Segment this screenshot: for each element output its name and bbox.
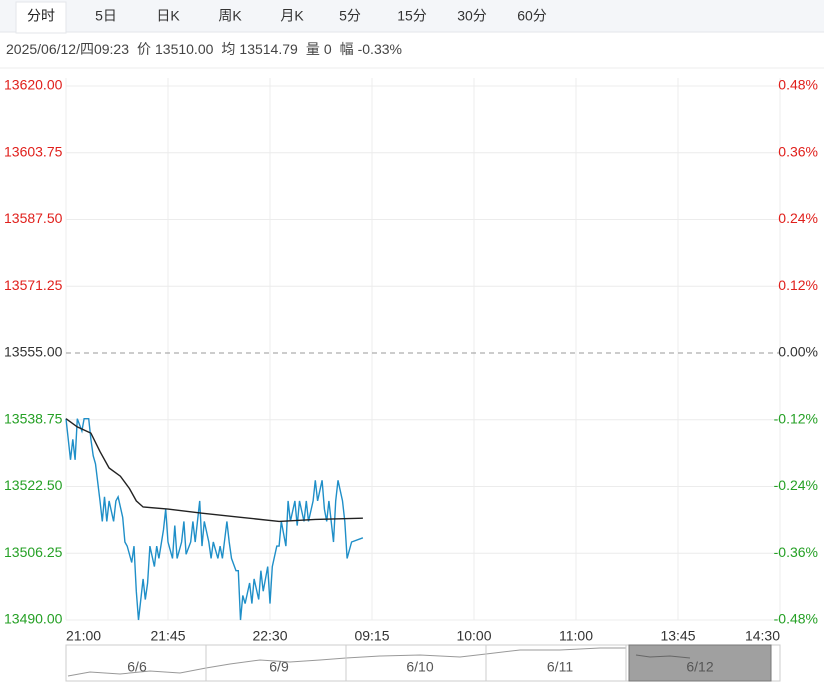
tab[interactable]: 日K <box>156 8 180 24</box>
tab-active-bg <box>15 1 67 34</box>
navigator-line <box>67 647 626 677</box>
price-line <box>65 418 364 621</box>
tab[interactable]: 30分 <box>457 8 487 24</box>
y-tick-label: 13620.00 <box>4 77 63 93</box>
y-tick-label: 13603.75 <box>4 143 63 159</box>
y2-tick-label: 0.36% <box>778 143 818 159</box>
x-tick-label: 14:30 <box>745 628 780 644</box>
navigator-label: 6/9 <box>269 659 289 675</box>
y-tick-label: 13490.00 <box>4 611 63 627</box>
y2-tick-label: -0.48% <box>774 611 818 627</box>
navigator-label: 6/11 <box>547 659 573 675</box>
y-tick-label: 13571.25 <box>4 277 63 293</box>
navigator-label: 6/12 <box>686 659 713 675</box>
x-tick-label: 21:45 <box>150 628 185 644</box>
navigator-label: 6/6 <box>127 659 147 675</box>
tab[interactable]: 月K <box>280 8 304 24</box>
x-tick-label: 09:15 <box>354 628 389 644</box>
x-tick-label: 13:45 <box>660 628 695 644</box>
y-tick-label: 13538.75 <box>4 410 63 426</box>
navigator <box>65 644 781 682</box>
tab-bar <box>0 0 824 32</box>
navigator-selection[interactable] <box>628 644 772 682</box>
y-tick-label: 13555.00 <box>4 344 63 360</box>
y2-tick-label: -0.12% <box>774 410 818 426</box>
tab[interactable]: 周K <box>218 8 242 24</box>
x-tick-label: 22:30 <box>252 628 287 644</box>
navigator-label: 6/10 <box>406 659 433 675</box>
average-line <box>65 418 363 523</box>
x-tick-label: 21:00 <box>66 628 101 644</box>
y2-tick-label: 0.24% <box>778 210 818 226</box>
y2-tick-label: -0.36% <box>774 544 818 560</box>
x-tick-label: 11:00 <box>559 628 593 644</box>
tab[interactable]: 分时 <box>27 8 55 24</box>
y2-tick-label: 0.00% <box>778 344 818 360</box>
y-tick-label: 13506.25 <box>4 544 63 560</box>
y-tick-label: 13587.50 <box>4 210 63 226</box>
x-tick-label: 10:00 <box>456 628 491 644</box>
tab[interactable]: 60分 <box>517 8 547 24</box>
tab[interactable]: 5日 <box>95 8 117 24</box>
info-line: 2025/06/12/四09:23 价 13510.00 均 13514.79 量 0 幅 -0… <box>6 41 402 57</box>
tab[interactable]: 5分 <box>339 8 361 24</box>
y2-tick-label: 0.48% <box>778 77 818 93</box>
y-tick-label: 13522.50 <box>4 477 63 493</box>
tab[interactable]: 15分 <box>397 8 427 24</box>
y2-tick-label: 0.12% <box>778 277 818 293</box>
navigator-line-current <box>635 654 691 659</box>
y2-tick-label: -0.24% <box>774 477 818 493</box>
